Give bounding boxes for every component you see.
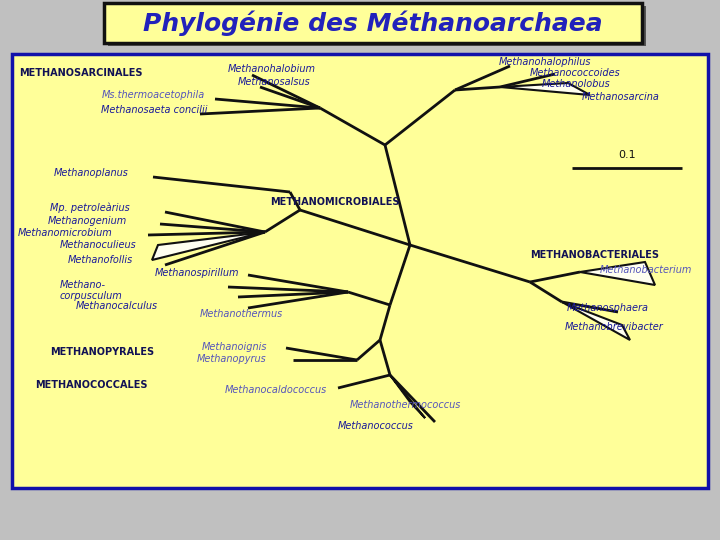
Bar xyxy=(104,3,642,43)
Text: Methanolobus: Methanolobus xyxy=(542,79,611,89)
Text: Methanobacterium: Methanobacterium xyxy=(600,265,693,275)
Text: Methanohalobium: Methanohalobium xyxy=(228,64,316,74)
Text: Methanopyrus: Methanopyrus xyxy=(197,354,266,364)
Text: Methanogenium: Methanogenium xyxy=(48,216,127,226)
Bar xyxy=(12,54,708,488)
Polygon shape xyxy=(562,302,630,340)
Text: Methanothermus: Methanothermus xyxy=(200,309,283,319)
Text: 0.1: 0.1 xyxy=(618,150,636,160)
Text: Methanococcoides: Methanococcoides xyxy=(530,68,621,78)
Text: METHANOBACTERIALES: METHANOBACTERIALES xyxy=(530,250,659,260)
Text: Methanoignis: Methanoignis xyxy=(202,342,268,352)
Text: Methanococcus: Methanococcus xyxy=(338,421,414,431)
Text: Methanofollis: Methanofollis xyxy=(68,255,133,265)
Text: Phylogénie des Méthanoarchaea: Phylogénie des Méthanoarchaea xyxy=(143,10,603,36)
Polygon shape xyxy=(152,232,265,260)
Text: METHANOPYRALES: METHANOPYRALES xyxy=(50,347,154,357)
Text: Methanosphaera: Methanosphaera xyxy=(567,303,649,313)
Polygon shape xyxy=(580,262,655,285)
Text: Ms.thermoacetophila: Ms.thermoacetophila xyxy=(102,90,205,100)
Text: Methanocaldococcus: Methanocaldococcus xyxy=(225,385,328,395)
Text: Methanosaeta concilii: Methanosaeta concilii xyxy=(101,105,207,115)
Text: Methanomicrobium: Methanomicrobium xyxy=(18,228,113,238)
Text: METHANOSARCINALES: METHANOSARCINALES xyxy=(19,68,143,78)
Text: METHANOCOCCALES: METHANOCOCCALES xyxy=(35,380,148,390)
Text: Methanospirillum: Methanospirillum xyxy=(155,268,240,278)
Text: Methanothermococcus: Methanothermococcus xyxy=(350,400,462,410)
Text: Methanosalsus: Methanosalsus xyxy=(238,77,311,87)
Text: Methanoplanus: Methanoplanus xyxy=(54,168,129,178)
Text: Methano-: Methano- xyxy=(60,280,106,290)
Text: Methanohalophilus: Methanohalophilus xyxy=(499,57,592,67)
Text: Methanobrevibacter: Methanobrevibacter xyxy=(565,322,664,332)
Text: Methanosarcina: Methanosarcina xyxy=(582,92,660,102)
Polygon shape xyxy=(500,83,590,95)
Text: Methanoculieus: Methanoculieus xyxy=(60,240,137,250)
Text: METHANOMICROBIALES: METHANOMICROBIALES xyxy=(270,197,400,207)
Polygon shape xyxy=(390,375,425,418)
Bar xyxy=(108,6,646,46)
Text: corpusculum: corpusculum xyxy=(60,291,122,301)
Text: Methanocalculus: Methanocalculus xyxy=(76,301,158,311)
Text: Mp. petroleàrius: Mp. petroleàrius xyxy=(50,202,130,213)
